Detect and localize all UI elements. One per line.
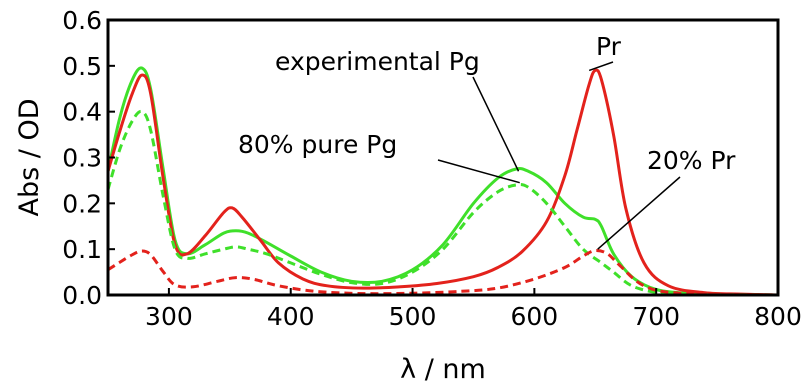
- annotation-leader-line: [472, 76, 520, 172]
- annotation-layer: experimental Pg 80% pure Pg Pr 20% Pr: [238, 32, 736, 250]
- x-tick-label: 700: [632, 302, 680, 331]
- x-tick-label: 600: [511, 302, 559, 331]
- annotation-label: experimental Pg: [275, 47, 480, 76]
- plot-frame: [106, 18, 780, 297]
- x-tick-label: 400: [267, 302, 315, 331]
- x-tick-label: 300: [145, 302, 193, 331]
- y-tick-label: 0.0: [62, 281, 102, 310]
- annotation-leader-line: [437, 159, 520, 184]
- annotation-label: 80% pure Pg: [238, 130, 397, 159]
- x-tick-label: 500: [389, 302, 437, 331]
- ticks-layer: 300 400 500 600 700 800 0.0 0.1 0.2 0.3 0.4 0.5 0.6: [62, 6, 802, 331]
- series-line-experimental-pg: [106, 66, 779, 297]
- annotation-label: Pr: [596, 32, 622, 61]
- y-tick-label: 0.6: [62, 6, 102, 35]
- series-line-pr: [106, 68, 779, 297]
- series-line-80-pure-pg: [106, 109, 779, 297]
- y-tick-label: 0.4: [62, 98, 102, 127]
- annotation-leader-line: [597, 176, 681, 250]
- y-axis-label: Abs / OD: [14, 99, 45, 217]
- y-tick-label: 0.1: [62, 235, 102, 264]
- y-tick-label: 0.5: [62, 52, 102, 81]
- annotation-leader-line: [588, 61, 614, 72]
- x-axis-label: λ / nm: [400, 354, 486, 385]
- annotation-label: 20% Pr: [647, 146, 736, 175]
- series-layer: [106, 66, 779, 297]
- series-line-20-pr: [107, 248, 779, 297]
- y-tick-label: 0.2: [62, 189, 102, 218]
- y-tick-label: 0.3: [62, 144, 102, 173]
- x-tick-label: 800: [754, 302, 802, 331]
